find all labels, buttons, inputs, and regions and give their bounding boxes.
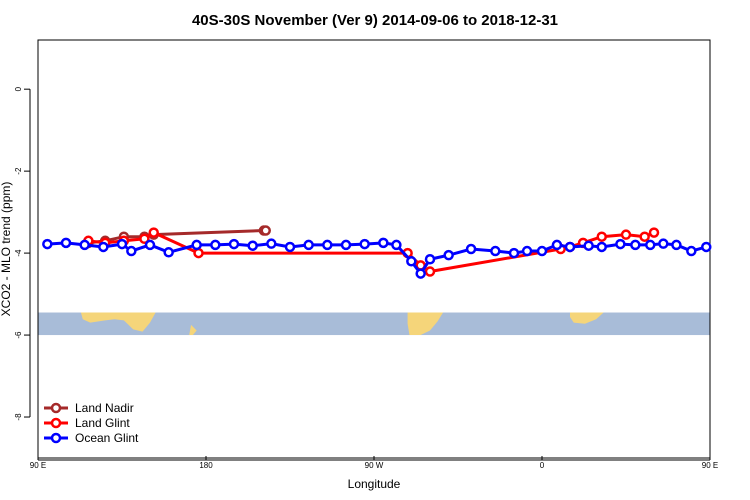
data-point xyxy=(508,247,520,259)
series-ocean-glint xyxy=(42,237,712,279)
data-point xyxy=(322,239,333,251)
map-strip xyxy=(38,312,710,336)
data-point xyxy=(645,239,656,251)
data-point xyxy=(144,239,156,251)
data-point xyxy=(620,229,632,240)
data-point xyxy=(210,239,221,251)
data-point xyxy=(116,238,128,250)
data-point xyxy=(139,233,150,245)
legend-swatch-marker xyxy=(50,417,62,429)
data-point xyxy=(424,253,436,265)
data-point xyxy=(260,225,271,236)
data-point xyxy=(443,249,454,261)
data-point xyxy=(686,245,697,257)
data-point xyxy=(596,241,607,253)
data-point xyxy=(465,243,477,255)
map-ocean xyxy=(38,312,710,336)
x-tick-label: 90 E xyxy=(30,461,46,470)
data-point xyxy=(378,237,389,249)
data-point xyxy=(42,238,53,250)
legend-label: Land Glint xyxy=(75,416,130,430)
data-point xyxy=(148,227,159,238)
y-tick-label: -4 xyxy=(14,249,23,257)
y-tick-label: 0 xyxy=(14,86,23,91)
data-point xyxy=(406,256,417,267)
data-point xyxy=(490,245,501,257)
x-tick-label: 90 E xyxy=(702,461,718,470)
x-tick-label: 0 xyxy=(540,461,545,470)
legend-item: Land Nadir xyxy=(44,401,134,415)
data-point xyxy=(266,238,277,249)
data-point xyxy=(615,238,626,250)
data-point xyxy=(671,239,682,251)
data-point xyxy=(415,268,426,279)
chart-title: 40S-30S November (Ver 9) 2014-09-06 to 2… xyxy=(192,12,558,29)
legend-label: Ocean Glint xyxy=(75,431,139,445)
data-point xyxy=(359,238,370,250)
y-axis-label: XCO2 - MLO trend (ppm) xyxy=(0,182,13,317)
x-tick-label: 180 xyxy=(199,461,213,470)
data-point xyxy=(163,247,174,258)
data-point xyxy=(583,240,594,251)
legend-item: Land Glint xyxy=(44,416,130,430)
data-point xyxy=(228,238,240,250)
data-point xyxy=(126,245,137,257)
map-land-new-zealand xyxy=(189,324,197,336)
x-axis-label: Longitude xyxy=(348,477,401,491)
data-point xyxy=(658,238,669,249)
data-point xyxy=(639,231,650,242)
y-tick-label: -6 xyxy=(14,331,23,339)
legend-swatch-marker xyxy=(50,432,62,444)
map-land-south-america xyxy=(407,312,444,336)
data-point xyxy=(648,227,660,238)
data-point xyxy=(536,245,548,257)
data-point xyxy=(303,239,314,251)
data-point xyxy=(98,241,109,253)
data-point xyxy=(191,239,202,251)
data-point xyxy=(284,241,296,253)
data-point xyxy=(79,239,90,251)
data-point xyxy=(521,245,533,257)
data-point xyxy=(596,231,607,242)
x-axis: 90 E 180 90 W 0 90 E xyxy=(30,456,718,470)
data-point xyxy=(630,239,641,251)
data-point xyxy=(391,239,402,251)
x-tick-label: 90 W xyxy=(365,461,384,470)
y-axis: 0 -2 -4 -6 -8 xyxy=(14,86,31,421)
legend-swatch-marker xyxy=(50,402,62,414)
data-point xyxy=(193,247,204,259)
series-line xyxy=(47,241,707,277)
map-land-australia xyxy=(80,312,156,332)
map-land-africa xyxy=(570,312,604,324)
data-point xyxy=(247,240,258,251)
data-point xyxy=(60,237,72,249)
y-tick-label: -8 xyxy=(14,413,23,421)
y-tick-label: -2 xyxy=(14,167,23,175)
legend-item: Ocean Glint xyxy=(44,431,139,445)
series-layer xyxy=(42,225,712,279)
data-point xyxy=(701,241,712,253)
data-point xyxy=(551,239,563,251)
data-point xyxy=(424,266,436,277)
data-point xyxy=(340,239,352,251)
legend-label: Land Nadir xyxy=(75,401,134,415)
data-point xyxy=(564,241,576,253)
